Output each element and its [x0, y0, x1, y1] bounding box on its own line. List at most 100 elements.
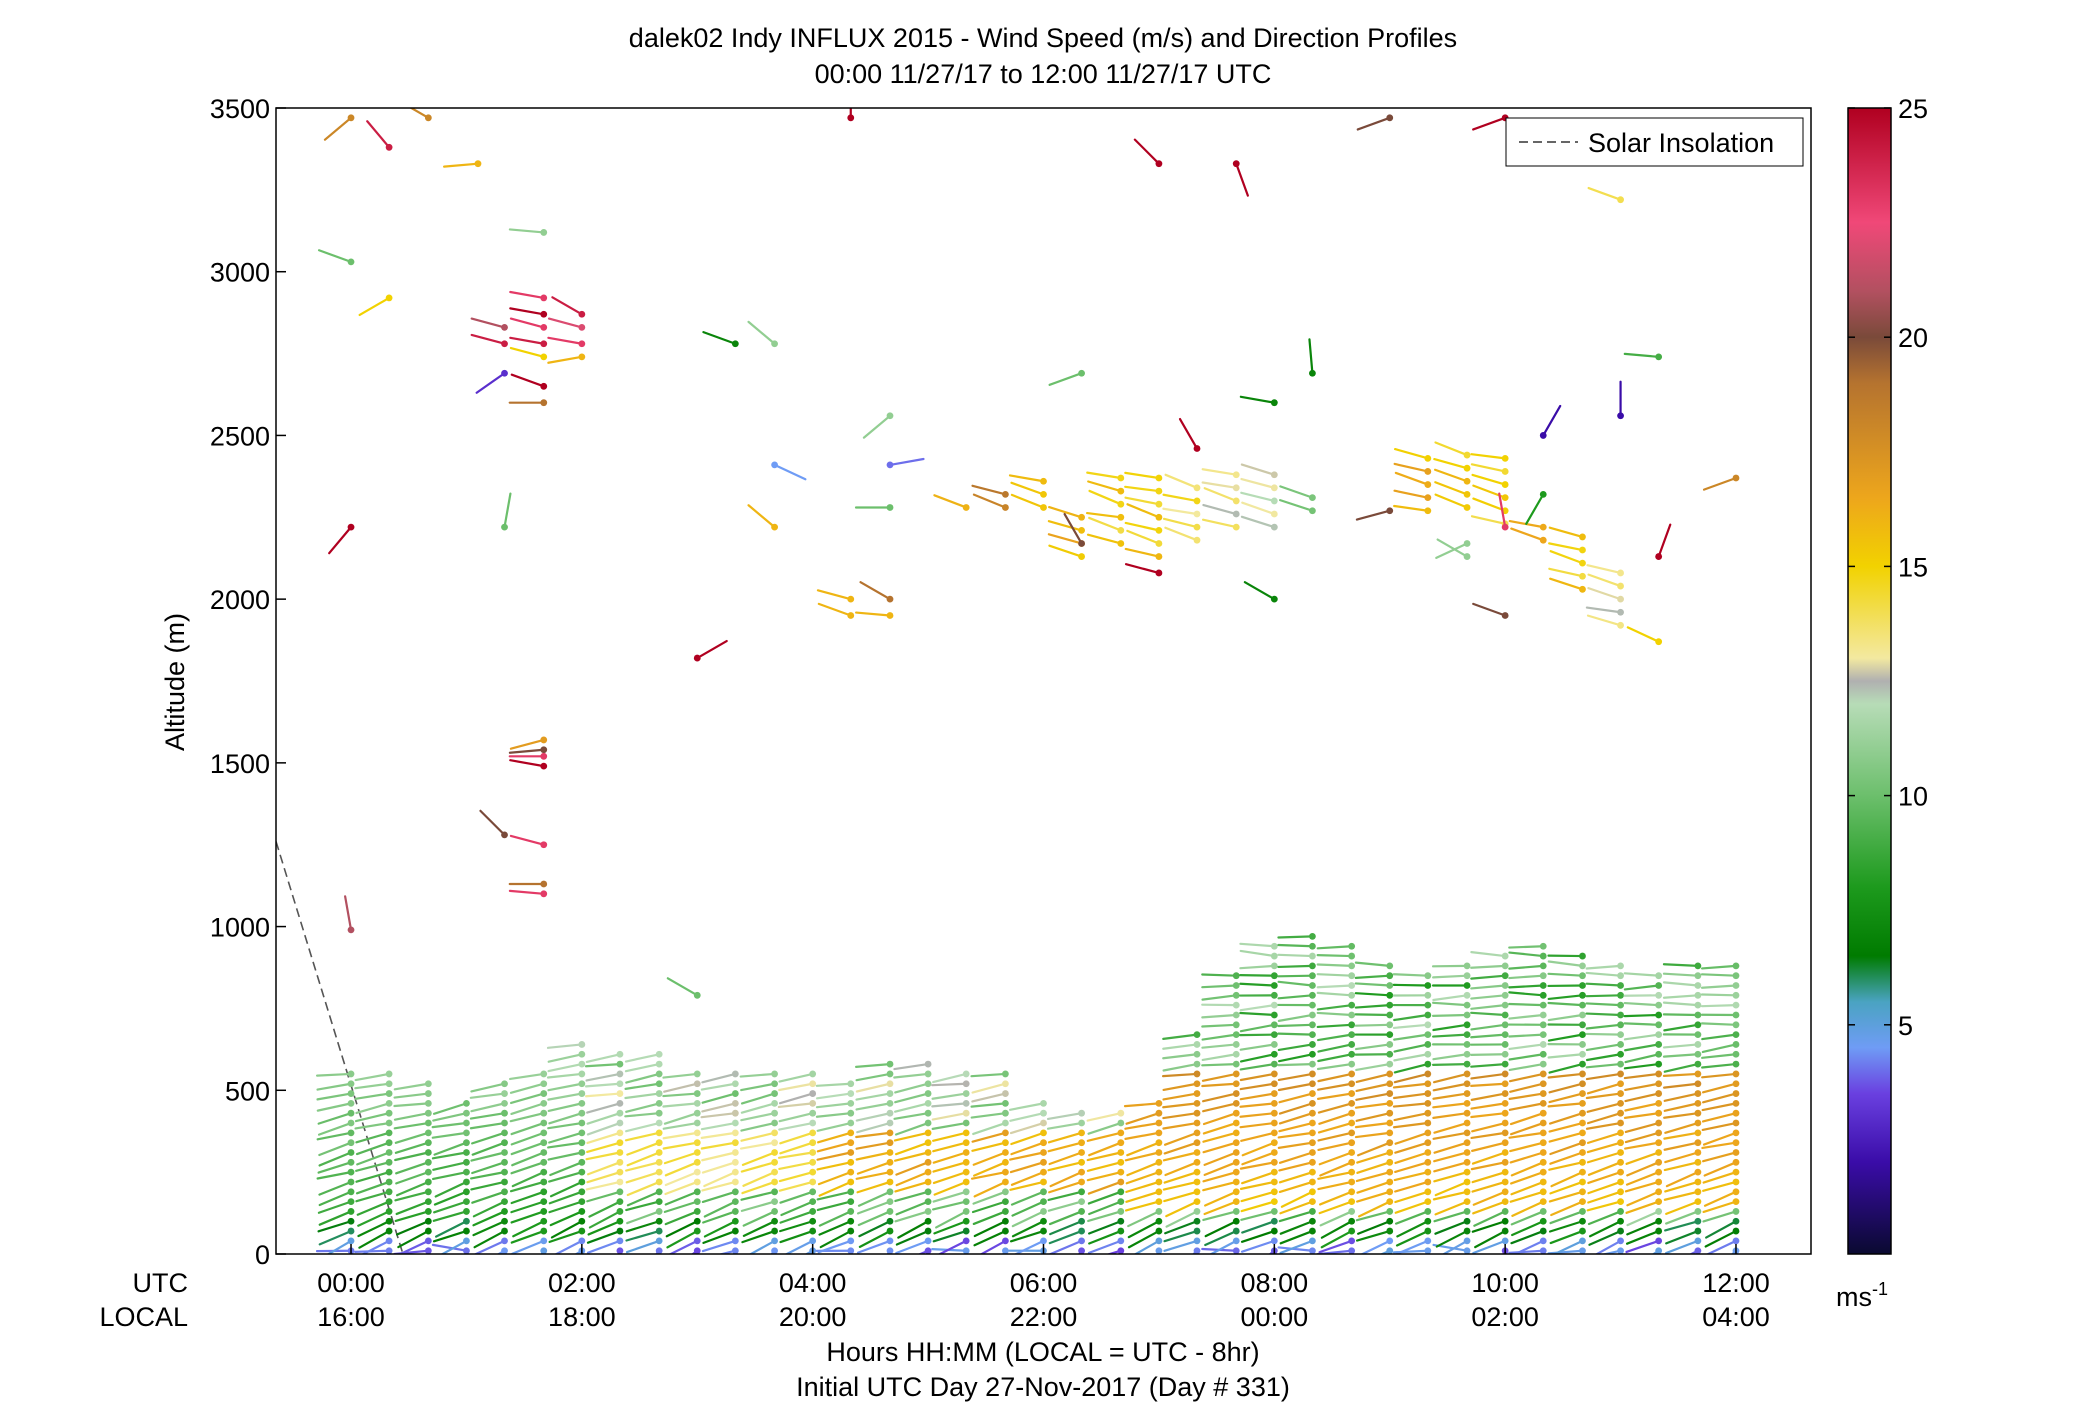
wind-barb-mid	[1433, 458, 1471, 472]
wind-barb-dot	[1539, 1188, 1547, 1196]
wind-barb-low	[703, 1168, 739, 1188]
wind-barb-dot	[1732, 1139, 1740, 1147]
wind-barb-dot	[809, 1208, 817, 1215]
wind-barb-low	[1355, 1168, 1394, 1183]
wind-barb-stem	[1164, 1220, 1199, 1235]
wind-barb-low	[326, 1237, 355, 1254]
wind-barb-dot	[1424, 1129, 1432, 1137]
wind-barb-low	[857, 1208, 894, 1227]
wind-barb-dot	[540, 353, 548, 361]
wind-barb-stem	[1623, 1033, 1660, 1041]
wind-barb-low	[394, 1149, 432, 1162]
wind-barb-dot	[578, 1188, 586, 1196]
wind-barb-dot	[1117, 1217, 1125, 1225]
wind-barb-stem	[323, 116, 353, 141]
wind-barb-low	[1394, 1198, 1432, 1214]
wind-barb-stem	[1009, 1229, 1045, 1243]
wind-barb-low	[1278, 1090, 1316, 1104]
wind-barb-stem	[1394, 1180, 1429, 1193]
wind-barb-dot	[1694, 1050, 1702, 1058]
wind-barb-dot	[1539, 1001, 1547, 1009]
wind-barb-dot	[463, 1247, 470, 1254]
wind-barb-low	[703, 1217, 739, 1238]
wind-barb-low	[1510, 1227, 1547, 1245]
wind-barb-stem	[316, 1102, 353, 1112]
wind-barb-stem	[1393, 1033, 1429, 1041]
wind-barb-stem	[895, 1239, 930, 1254]
wind-barb-low	[470, 1099, 508, 1113]
wind-barb-dot	[1655, 1090, 1663, 1097]
wind-barb-stem	[1394, 1200, 1429, 1214]
wind-barb-low	[1164, 1158, 1201, 1177]
wind-barb-low	[1125, 1178, 1163, 1193]
wind-barb-stem	[1278, 1180, 1314, 1194]
wind-barb-low	[1548, 1060, 1586, 1074]
wind-barb-low	[1432, 1090, 1471, 1100]
wind-barb-low	[1202, 1139, 1240, 1154]
wind-barb-dot	[693, 1188, 701, 1196]
wind-barb-stem	[1316, 1011, 1353, 1017]
wind-barb-dot	[1309, 1080, 1316, 1088]
wind-barb-stem	[1587, 1171, 1622, 1185]
wind-barb-point	[859, 581, 894, 603]
wind-barb-low	[1470, 962, 1509, 970]
wind-barb-dot	[1424, 1109, 1432, 1117]
wind-barb-low	[1547, 1011, 1586, 1022]
wind-barb-stem	[1626, 1220, 1660, 1236]
wind-barb-low	[1317, 1168, 1356, 1180]
wind-barb-low	[1703, 1158, 1740, 1177]
wind-barb-dot	[693, 654, 701, 662]
wind-barb-dot	[1424, 1158, 1432, 1166]
wind-barb-low	[318, 1178, 355, 1196]
wind-barb-mid	[1394, 447, 1432, 462]
wind-barb-stem	[971, 484, 1007, 496]
wind-barb-stem	[1240, 1190, 1276, 1203]
wind-barb-stem	[357, 1210, 391, 1227]
wind-barb-stem	[779, 1210, 814, 1224]
wind-barb-stem	[1393, 1043, 1429, 1053]
wind-barb-dot	[1117, 1247, 1125, 1254]
wind-barb-dot	[1539, 490, 1547, 498]
wind-barb-low	[1241, 1168, 1278, 1185]
wind-barb-dot	[1579, 1188, 1586, 1196]
wind-barb-dot	[1463, 1149, 1471, 1156]
wind-barb-low	[931, 1090, 970, 1100]
wind-barb-low	[1319, 1158, 1356, 1177]
x-tick-label-local: 02:00	[1471, 1302, 1539, 1332]
wind-barb-stem	[1470, 1112, 1507, 1119]
wind-barb-stem	[886, 1249, 892, 1254]
wind-barb-low	[1470, 1011, 1509, 1019]
wind-barb-dot	[385, 1109, 393, 1117]
wind-barb-stem	[1547, 1072, 1584, 1079]
wind-barb-point	[366, 120, 393, 151]
wind-barb-low	[691, 1247, 701, 1254]
wind-barb-stem	[1510, 1171, 1545, 1185]
wind-barb-stem	[1700, 984, 1738, 989]
wind-barb-dot	[1539, 1060, 1547, 1068]
wind-barb-dot	[1348, 1227, 1356, 1235]
wind-barb-low	[358, 1227, 393, 1249]
wind-barb-mid	[1126, 529, 1163, 547]
wind-barb-dot	[540, 294, 548, 302]
wind-barb-dot	[1117, 1227, 1125, 1235]
wind-barb-stem	[1585, 964, 1622, 970]
wind-barb-low	[1623, 972, 1663, 980]
wind-barb-stem	[1625, 1171, 1660, 1186]
wind-barb-dot	[540, 736, 548, 744]
wind-barb-stem	[1354, 1121, 1391, 1129]
wind-barb-dot	[1309, 1109, 1316, 1117]
wind-barb-low	[432, 1227, 470, 1243]
wind-barb-low	[1701, 1070, 1740, 1079]
wind-barb-dot	[1155, 1119, 1163, 1127]
wind-barb-low	[1087, 1208, 1125, 1223]
wind-barb-dot	[655, 1050, 663, 1058]
wind-barb-stem	[1394, 447, 1429, 460]
wind-barb-stem	[1548, 1121, 1584, 1133]
wind-barb-stem	[1395, 1239, 1429, 1254]
wind-barb-dot	[1579, 1021, 1586, 1029]
wind-barb-low	[1162, 1080, 1201, 1092]
wind-barb-low	[1047, 1158, 1085, 1172]
wind-barb-dot	[1655, 991, 1663, 999]
wind-barb-mid	[1088, 489, 1125, 508]
wind-barb-stem	[1393, 504, 1429, 512]
